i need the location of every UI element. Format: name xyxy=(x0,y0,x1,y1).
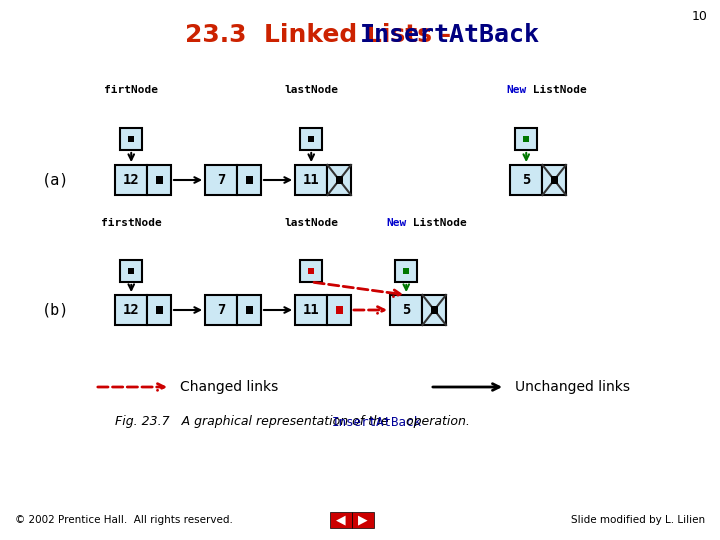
Bar xyxy=(516,128,537,150)
Bar xyxy=(128,136,135,142)
Text: 7: 7 xyxy=(217,303,225,317)
Text: ListNode: ListNode xyxy=(526,85,587,95)
Bar xyxy=(330,512,352,528)
Bar xyxy=(551,177,558,184)
Bar xyxy=(431,307,438,314)
Bar xyxy=(120,260,143,282)
Bar xyxy=(205,165,238,195)
Bar xyxy=(295,165,328,195)
Text: 11: 11 xyxy=(303,303,320,317)
Text: 10: 10 xyxy=(692,10,708,23)
Text: lastNode: lastNode xyxy=(284,85,338,95)
Text: ListNode: ListNode xyxy=(406,218,467,228)
Text: 7: 7 xyxy=(217,173,225,187)
Text: Changed links: Changed links xyxy=(180,380,278,394)
Bar xyxy=(300,128,323,150)
Text: (a): (a) xyxy=(42,172,69,187)
Bar xyxy=(128,268,135,274)
Text: 5: 5 xyxy=(402,303,410,317)
Bar xyxy=(390,295,423,325)
Bar xyxy=(395,260,418,282)
Text: InsertAtBack: InsertAtBack xyxy=(332,415,422,429)
Bar xyxy=(523,136,529,142)
Bar xyxy=(120,128,143,150)
Bar xyxy=(423,295,446,325)
Text: 23.3  Linked Lists -: 23.3 Linked Lists - xyxy=(185,23,460,47)
Bar xyxy=(238,295,261,325)
Bar xyxy=(403,268,410,274)
Bar xyxy=(115,295,148,325)
Bar xyxy=(510,165,542,195)
Bar xyxy=(328,165,351,195)
Bar xyxy=(542,165,566,195)
Bar xyxy=(352,512,374,528)
Text: Slide modified by L. Lilien: Slide modified by L. Lilien xyxy=(571,515,705,525)
Bar xyxy=(336,177,343,184)
Bar xyxy=(115,165,148,195)
Bar xyxy=(295,295,328,325)
Bar xyxy=(246,307,253,314)
Bar xyxy=(205,295,238,325)
Text: 12: 12 xyxy=(123,173,140,187)
Text: 12: 12 xyxy=(123,303,140,317)
Text: Unchanged links: Unchanged links xyxy=(515,380,630,394)
Text: firstNode: firstNode xyxy=(101,218,161,228)
Bar xyxy=(328,295,351,325)
Text: InsertAtBack: InsertAtBack xyxy=(360,23,540,47)
Text: ▶: ▶ xyxy=(358,514,368,526)
Text: lastNode: lastNode xyxy=(284,218,338,228)
Bar xyxy=(246,177,253,184)
Text: firtNode: firtNode xyxy=(104,85,158,95)
Bar xyxy=(156,177,163,184)
Text: ◀: ◀ xyxy=(336,514,346,526)
Text: © 2002 Prentice Hall.  All rights reserved.: © 2002 Prentice Hall. All rights reserve… xyxy=(15,515,233,525)
Bar xyxy=(148,295,171,325)
Text: Fig. 23.7   A graphical representation of the: Fig. 23.7 A graphical representation of … xyxy=(115,415,392,429)
Text: 11: 11 xyxy=(303,173,320,187)
Bar xyxy=(156,307,163,314)
Bar xyxy=(308,136,315,142)
Text: New: New xyxy=(386,218,406,228)
Bar xyxy=(238,165,261,195)
Text: New: New xyxy=(506,85,526,95)
Text: (b): (b) xyxy=(42,302,69,318)
Bar xyxy=(336,307,343,314)
Text: operation.: operation. xyxy=(402,415,469,429)
Text: 5: 5 xyxy=(522,173,531,187)
Bar xyxy=(148,165,171,195)
Bar xyxy=(300,260,323,282)
Bar xyxy=(308,268,315,274)
